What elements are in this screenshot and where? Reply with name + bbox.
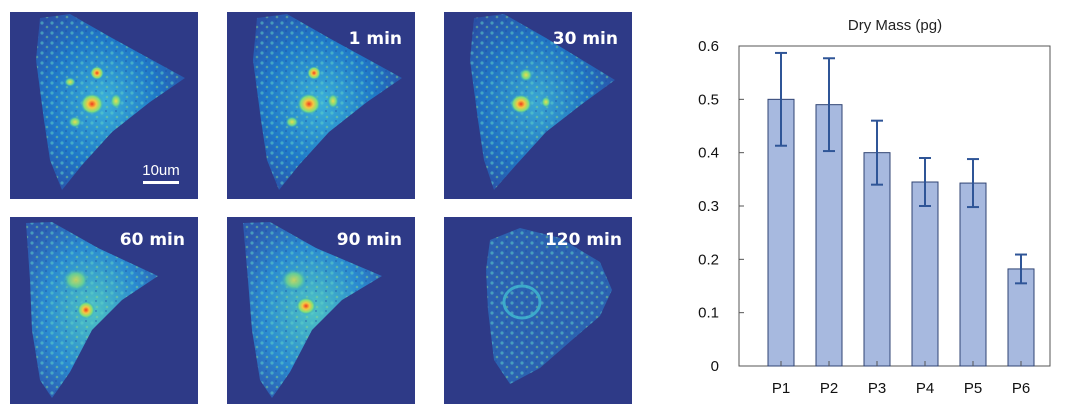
chart-title: Dry Mass (pg) — [848, 17, 942, 34]
y-tick-label: 0 — [711, 358, 719, 375]
error-bar-p2 — [823, 57, 835, 153]
x-tick-label: P6 — [1012, 380, 1030, 397]
panel-1-hotspot-left — [64, 77, 76, 87]
x-tick-label: P3 — [868, 380, 886, 397]
panel-4-time-label: 60 min — [120, 230, 185, 250]
panel-3-hotspot-right — [541, 96, 551, 108]
y-tick-label: 0.2 — [698, 251, 719, 268]
panel-1-hotspot-upper — [90, 66, 104, 80]
panel-4-hotspot-upper — [62, 268, 90, 292]
y-tick-label: 0.6 — [698, 38, 719, 55]
microscopy-panel-5: 90 min — [227, 217, 415, 404]
x-tick-label: P1 — [772, 380, 790, 397]
microscopy-panel-3: 30 min — [444, 12, 632, 199]
scale-bar — [143, 181, 179, 184]
panel-5-time-label: 90 min — [337, 230, 402, 250]
panel-1-hotspot-right — [110, 93, 122, 109]
error-bar-p5 — [967, 158, 979, 209]
scale-bar-label: 10um — [142, 162, 180, 179]
panel-6-time-label: 120 min — [545, 230, 622, 250]
y-tick-label: 0.4 — [698, 145, 719, 162]
y-tick-label: 0.5 — [698, 91, 719, 108]
x-tick-label: P4 — [916, 380, 934, 397]
microscopy-panel-4: 60 min — [10, 217, 198, 404]
panel-6-cell-texture — [486, 228, 612, 384]
bars — [767, 98, 1035, 367]
panel-2-hotspot-nucleus — [297, 93, 321, 115]
microscopy-panel-2: 1 min — [227, 12, 415, 199]
bar-p6 — [1007, 268, 1035, 367]
bar-p4 — [911, 181, 939, 367]
error-bars — [775, 51, 1027, 285]
panel-1-hotspot-lower — [68, 116, 82, 128]
dry-mass-bar-chart: Dry Mass (pg) 0 0.1 0.2 0.3 0.4 0.5 0.6 P1 P2 P3… — [698, 17, 1051, 397]
panel-4-hotspot-center — [77, 301, 95, 319]
y-tick-label: 0.3 — [698, 198, 719, 215]
y-axis: 0 0.1 0.2 0.3 0.4 0.5 0.6 — [698, 38, 744, 375]
panel-5-hotspot-center — [296, 297, 316, 315]
panel-3-hotspot-nucleus — [510, 94, 532, 114]
panel-6-nucleus-ring — [502, 284, 542, 320]
bar-p5 — [959, 182, 987, 367]
panel-5-hotspot-upper — [280, 268, 308, 292]
x-axis: P1 P2 P3 P4 P5 P6 — [772, 361, 1030, 397]
error-bar-p1 — [775, 51, 787, 147]
x-tick-label: P5 — [964, 380, 982, 397]
panel-3-hotspot-upper — [519, 68, 533, 82]
panel-2-time-label: 1 min — [349, 29, 402, 49]
x-tick-label: P2 — [820, 380, 838, 397]
panel-3-time-label: 30 min — [553, 29, 618, 49]
error-bar-p3 — [871, 119, 883, 186]
microscopy-panel-6: 120 min — [444, 217, 632, 404]
panel-1-hotspot-nucleus — [80, 93, 104, 115]
error-bar-p4 — [919, 157, 931, 207]
microscopy-panel-1: 10um — [10, 12, 198, 199]
panel-2-hotspot-lower — [285, 116, 299, 128]
panel-2-hotspot-upper — [307, 66, 321, 80]
panel-2-hotspot-right — [327, 93, 339, 109]
y-tick-label: 0.1 — [698, 305, 719, 322]
error-bar-p6 — [1015, 253, 1027, 285]
